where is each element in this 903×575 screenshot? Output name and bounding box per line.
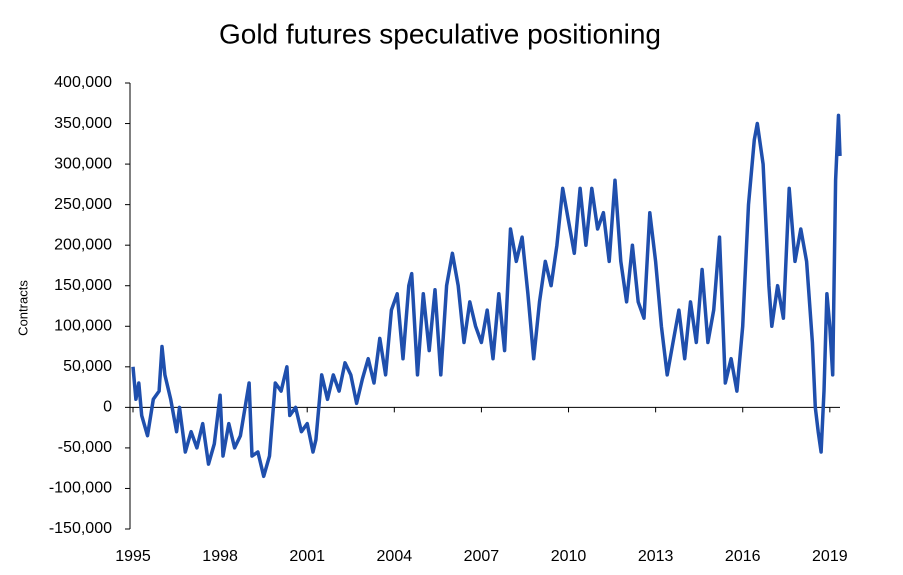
y-tick-label: 0 — [103, 399, 112, 416]
x-tick-label: 1998 — [202, 548, 238, 565]
x-tick-label: 1995 — [115, 548, 151, 565]
x-tick-label: 2010 — [551, 548, 587, 565]
y-tick-label: -50,000 — [58, 439, 112, 456]
y-axis-label: Contracts — [15, 280, 30, 336]
y-tick-label: 200,000 — [54, 236, 112, 253]
x-tick-label: 2016 — [725, 548, 761, 565]
y-tick-label: 400,000 — [54, 74, 112, 91]
x-tick-label: 2013 — [638, 548, 674, 565]
y-tick-label: -150,000 — [49, 520, 112, 537]
y-tick-label: 250,000 — [54, 196, 112, 213]
chart-title: Gold futures speculative positioning — [219, 18, 661, 49]
y-tick-label: 50,000 — [63, 358, 112, 375]
y-tick-label: 150,000 — [54, 277, 112, 294]
series-line — [131, 113, 842, 479]
y-tick-label: 300,000 — [54, 155, 112, 172]
x-tick-label: 2001 — [289, 548, 325, 565]
x-tick-label: 2004 — [377, 548, 413, 565]
y-tick-label: 100,000 — [54, 317, 112, 334]
y-tick-label: 350,000 — [54, 115, 112, 132]
y-tick-label: -100,000 — [49, 480, 112, 497]
x-tick-label: 2019 — [812, 548, 848, 565]
x-tick-label: 2007 — [464, 548, 500, 565]
